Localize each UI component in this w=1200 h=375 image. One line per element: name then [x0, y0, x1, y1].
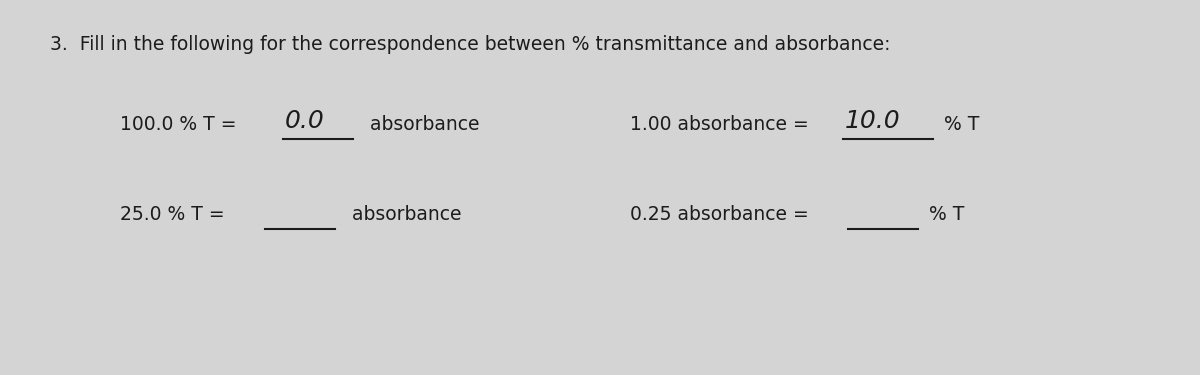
Text: % T: % T — [923, 206, 965, 225]
Text: 25.0 % T =: 25.0 % T = — [120, 206, 230, 225]
Text: % T: % T — [938, 116, 979, 135]
Text: absorbance: absorbance — [358, 116, 480, 135]
Text: 3.  Fill in the following for the correspondence between % transmittance and abs: 3. Fill in the following for the corresp… — [50, 35, 890, 54]
Text: 10.0: 10.0 — [845, 109, 901, 133]
Text: 0.25 absorbance =: 0.25 absorbance = — [630, 206, 815, 225]
Text: 0.0: 0.0 — [286, 109, 325, 133]
Text: 1.00 absorbance =: 1.00 absorbance = — [630, 116, 815, 135]
Text: absorbance: absorbance — [340, 206, 462, 225]
Text: 100.0 % T =: 100.0 % T = — [120, 116, 242, 135]
